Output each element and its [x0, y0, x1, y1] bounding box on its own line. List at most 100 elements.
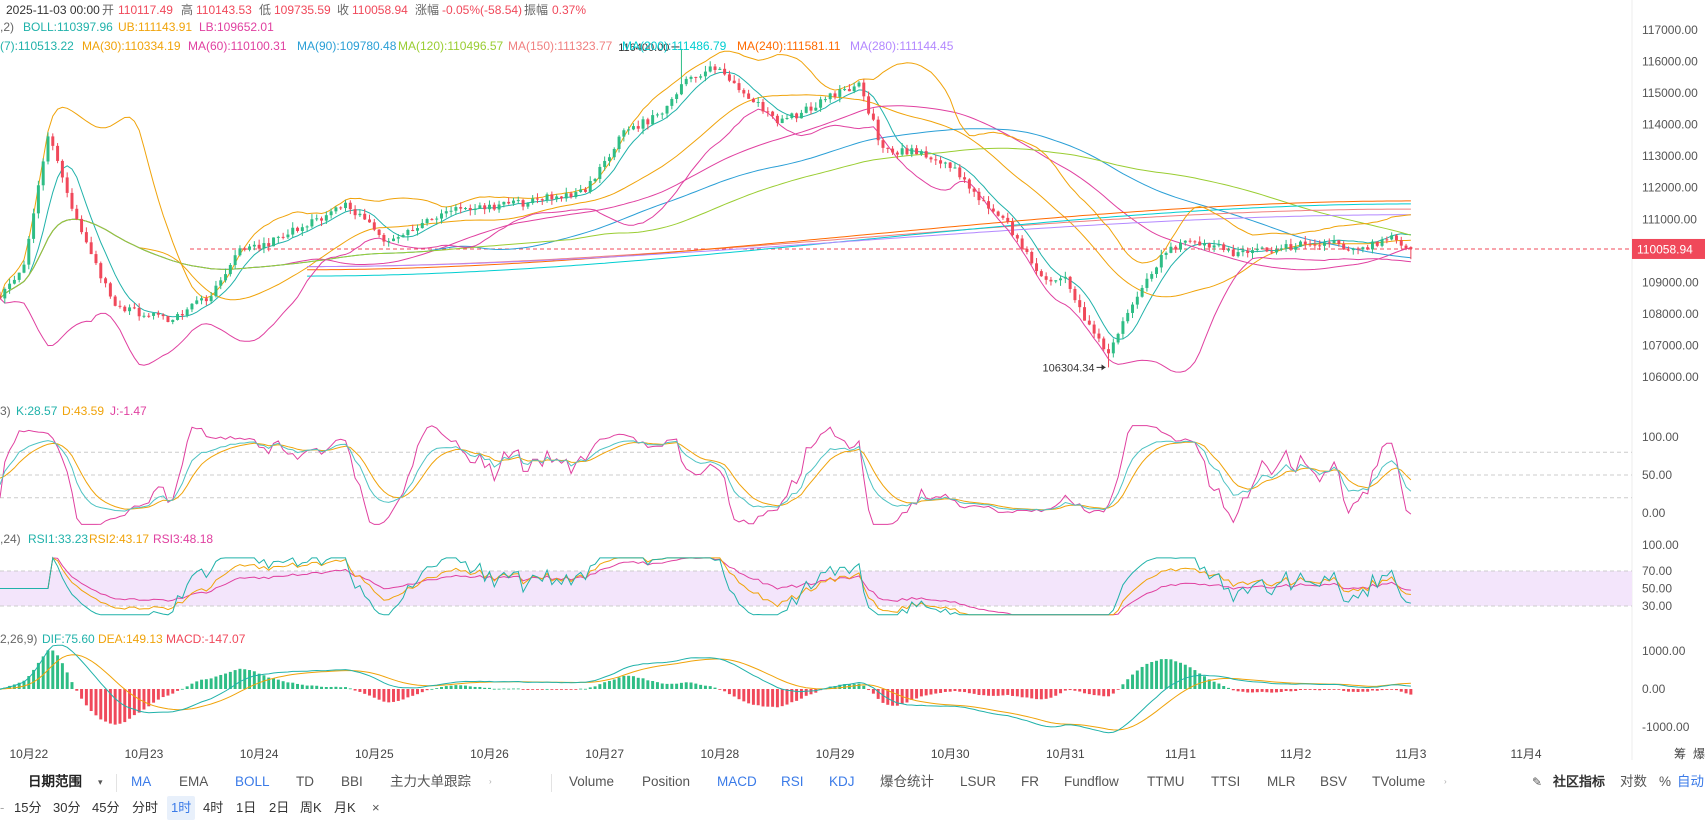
candle[interactable] — [228, 263, 232, 277]
more-main-indicators-icon[interactable]: › — [489, 777, 492, 786]
candle[interactable] — [737, 78, 741, 93]
candle[interactable] — [699, 74, 703, 80]
candle[interactable] — [756, 97, 760, 107]
candle[interactable] — [363, 208, 367, 220]
candle[interactable] — [1145, 273, 1149, 292]
candle[interactable] — [708, 61, 712, 73]
edit-icon[interactable]: ✎ — [1532, 775, 1543, 789]
sub-ind-mlr[interactable]: MLR — [1267, 774, 1296, 789]
candle[interactable] — [1035, 258, 1039, 276]
candle[interactable] — [972, 186, 976, 197]
candle[interactable] — [137, 303, 141, 321]
candle[interactable] — [967, 178, 971, 194]
sub-ind-liquidation[interactable]: 爆仓统计 — [880, 774, 934, 789]
candle[interactable] — [3, 287, 7, 304]
candle[interactable] — [156, 310, 160, 318]
candle[interactable] — [1102, 336, 1106, 351]
candle[interactable] — [392, 234, 395, 242]
candle[interactable] — [190, 303, 194, 313]
candle[interactable] — [905, 144, 909, 156]
candle[interactable] — [540, 198, 544, 205]
period-week[interactable]: 周K — [300, 800, 322, 815]
candle[interactable] — [1159, 249, 1163, 273]
candle[interactable] — [1015, 233, 1019, 243]
candle[interactable] — [1203, 239, 1206, 251]
period-1h[interactable]: 1时 — [167, 796, 196, 820]
candle[interactable] — [1030, 250, 1034, 265]
date-range-caret-icon[interactable]: ▾ — [98, 777, 103, 787]
candle[interactable] — [862, 79, 866, 102]
candle[interactable] — [670, 97, 674, 110]
candle[interactable] — [574, 188, 578, 199]
candle[interactable] — [449, 206, 453, 216]
candle[interactable] — [1020, 235, 1024, 252]
candle[interactable] — [1097, 328, 1101, 343]
candle[interactable] — [1164, 251, 1168, 260]
main-ind-boll[interactable]: BOLL — [235, 774, 270, 789]
candle[interactable] — [790, 112, 794, 120]
candle[interactable] — [507, 197, 511, 205]
log-scale-toggle[interactable]: 对数 — [1620, 774, 1647, 789]
candle[interactable] — [531, 195, 535, 205]
candle[interactable] — [204, 295, 208, 306]
candle[interactable] — [387, 238, 391, 247]
candle[interactable] — [857, 81, 861, 88]
candle[interactable] — [1274, 245, 1278, 255]
candle[interactable] — [1227, 247, 1230, 253]
candle[interactable] — [1107, 343, 1111, 368]
candle[interactable] — [382, 233, 386, 247]
candle[interactable] — [1025, 246, 1029, 255]
candle[interactable] — [651, 110, 655, 126]
candle[interactable] — [94, 250, 98, 266]
candle[interactable] — [583, 187, 587, 193]
candle[interactable] — [430, 218, 434, 221]
candle[interactable] — [492, 202, 496, 211]
period-15m[interactable]: 15分 — [14, 800, 42, 815]
candle[interactable] — [1198, 236, 1202, 246]
candle[interactable] — [1207, 242, 1211, 252]
sub-ind-macd[interactable]: MACD — [717, 774, 757, 789]
period-scroll-left-icon[interactable]: - — [0, 800, 5, 815]
candle[interactable] — [1327, 238, 1331, 248]
candle[interactable] — [233, 250, 237, 270]
candle[interactable] — [1308, 239, 1312, 247]
candle[interactable] — [871, 108, 875, 122]
candle[interactable] — [1087, 315, 1091, 326]
candle[interactable] — [1111, 338, 1115, 358]
candle[interactable] — [219, 277, 223, 290]
candle[interactable] — [195, 296, 199, 305]
candle[interactable] — [22, 260, 26, 274]
candle[interactable] — [785, 114, 789, 120]
kdj-pane[interactable]: 100.00 50.00 0.00 — [0, 425, 1679, 525]
candle[interactable] — [1140, 284, 1144, 298]
candle[interactable] — [1059, 275, 1063, 286]
candle[interactable] — [123, 305, 127, 313]
candle[interactable] — [694, 76, 698, 83]
candle[interactable] — [305, 225, 309, 232]
candle[interactable] — [1298, 240, 1302, 247]
candle[interactable] — [56, 143, 60, 164]
candle[interactable] — [924, 146, 928, 159]
candle[interactable] — [147, 313, 151, 318]
candle[interactable] — [214, 280, 218, 298]
candle[interactable] — [675, 92, 679, 104]
candle[interactable] — [569, 191, 573, 199]
candle[interactable] — [617, 135, 621, 153]
candle[interactable] — [799, 109, 803, 119]
period-30m[interactable]: 30分 — [53, 800, 81, 815]
candle[interactable] — [339, 206, 343, 210]
candle[interactable] — [1385, 236, 1389, 244]
candle[interactable] — [128, 304, 132, 315]
candle[interactable] — [180, 310, 184, 320]
candle[interactable] — [876, 116, 880, 146]
candle[interactable] — [660, 112, 664, 119]
candle[interactable] — [804, 103, 808, 114]
candle[interactable] — [1126, 309, 1130, 324]
candle[interactable] — [1231, 244, 1235, 257]
candle[interactable] — [70, 188, 74, 212]
percent-scale-toggle[interactable]: % — [1659, 774, 1672, 789]
candle[interactable] — [1073, 286, 1077, 303]
candle[interactable] — [171, 319, 175, 325]
candle[interactable] — [766, 107, 770, 117]
candle[interactable] — [511, 197, 515, 206]
